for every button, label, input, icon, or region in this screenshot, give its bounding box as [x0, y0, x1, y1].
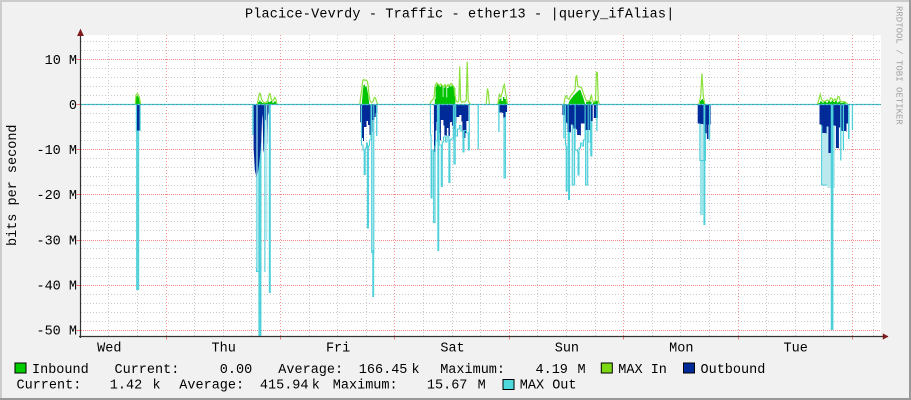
svg-text:k: k — [153, 379, 161, 394]
svg-text:Sun: Sun — [555, 342, 579, 357]
svg-text:Inbound: Inbound — [32, 363, 89, 378]
svg-text:-40 M: -40 M — [36, 280, 77, 295]
svg-text:Wed: Wed — [97, 342, 121, 357]
svg-text:Fri: Fri — [326, 342, 350, 357]
svg-text:10 M: 10 M — [45, 54, 77, 69]
svg-text:1.42: 1.42 — [110, 379, 142, 394]
svg-text:Current:: Current: — [17, 379, 82, 394]
svg-text:Maximum:: Maximum: — [440, 363, 505, 378]
svg-text:k: k — [312, 379, 320, 394]
svg-text:Placice-Vevrdy - Traffic - eth: Placice-Vevrdy - Traffic - ether13 - |qu… — [245, 8, 674, 23]
svg-text:RRDTOOL / TOBI OETIKER: RRDTOOL / TOBI OETIKER — [894, 6, 904, 125]
svg-text:-30 M: -30 M — [36, 234, 77, 249]
svg-text:k: k — [412, 363, 420, 378]
svg-text:MAX Out: MAX Out — [520, 379, 577, 394]
svg-text:0.00: 0.00 — [220, 363, 252, 378]
svg-text:Thu: Thu — [212, 342, 236, 357]
svg-text:M: M — [478, 379, 486, 394]
svg-text:415.94: 415.94 — [260, 379, 309, 394]
svg-text:-10 M: -10 M — [36, 144, 77, 159]
svg-text:Tue: Tue — [784, 342, 808, 357]
svg-text:Average:: Average: — [179, 379, 244, 394]
svg-text:bits per second: bits per second — [6, 124, 21, 246]
svg-text:M: M — [578, 363, 586, 378]
svg-text:Maximum:: Maximum: — [333, 379, 398, 394]
svg-text:4.19: 4.19 — [536, 363, 568, 378]
svg-text:MAX In: MAX In — [618, 363, 667, 378]
svg-text:0: 0 — [69, 99, 77, 114]
svg-text:15.67: 15.67 — [427, 379, 468, 394]
svg-text:Sat: Sat — [440, 342, 464, 357]
svg-text:-20 M: -20 M — [36, 189, 77, 204]
svg-text:Average:: Average: — [278, 363, 343, 378]
svg-text:Outbound: Outbound — [701, 363, 766, 378]
svg-text:166.45: 166.45 — [359, 363, 408, 378]
svg-text:Current:: Current: — [115, 363, 180, 378]
svg-text:Mon: Mon — [669, 342, 693, 357]
svg-text:-50 M: -50 M — [36, 325, 77, 340]
